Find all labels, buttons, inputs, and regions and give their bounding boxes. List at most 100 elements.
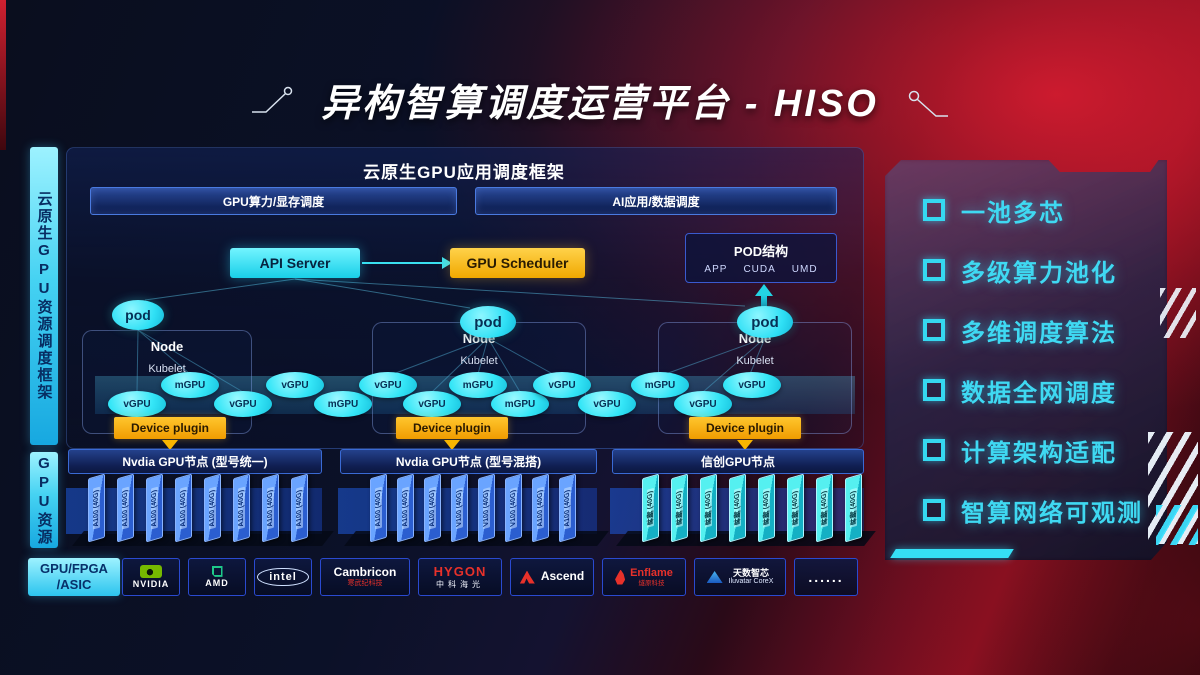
gpu-card: 昇腾 (40G) xyxy=(700,473,717,543)
left-edge-accent xyxy=(0,0,6,150)
vendor-name: NVIDIA xyxy=(132,578,170,589)
feature-item: 计算架构适配 xyxy=(923,433,1167,468)
gpu-card: 昇腾 (40G) xyxy=(642,473,659,543)
bullet-square-icon xyxy=(923,199,945,221)
gpu-slice-label: mGPU xyxy=(174,379,206,391)
gpu-card: 昇腾 (40G) xyxy=(671,473,688,543)
hardware-label-line1: GPU/FPGA xyxy=(40,560,108,576)
vendor-box: Ascend xyxy=(510,558,594,596)
kubelet-label: Kubelet xyxy=(736,355,774,367)
gpu-slice-label: vGPU xyxy=(738,379,766,391)
gpu-slice-ellipse: mGPU xyxy=(631,372,689,398)
vendor-box: HYGON 中科海光 xyxy=(418,558,502,596)
feature-text: 多维调度算法 xyxy=(961,319,1117,347)
vendor-logo-icon xyxy=(140,564,162,578)
feature-item: 数据全网调度 xyxy=(923,373,1167,408)
circuit-left-icon xyxy=(252,86,293,113)
gpu-slice-label: mGPU xyxy=(327,398,359,410)
gpu-card: 昇腾 (40G) xyxy=(758,473,775,543)
pod-structure-layers: APP CUDA UMD xyxy=(704,264,817,275)
api-server-box: API Server xyxy=(230,248,360,278)
device-plugin-3: Device plugin xyxy=(689,417,801,439)
feature-text: 计算架构适配 xyxy=(961,439,1117,467)
bullet-square-icon xyxy=(923,379,945,401)
stripe-decor-top xyxy=(1160,288,1196,338)
gpu-card: A100 (40G) xyxy=(424,473,441,543)
feature-item: 多维调度算法 xyxy=(923,313,1167,348)
panel-bottom-accent xyxy=(890,549,1014,558)
stripe-decor-cyan xyxy=(1156,505,1198,545)
vendor-subname: 寒武纪科技 xyxy=(347,579,383,587)
gpu-slice-ellipse: vGPU xyxy=(266,372,324,398)
pod-structure-title: POD结构 xyxy=(733,244,789,259)
gpu-card-stack-2: A100 (40G) A100 (40G) A100 (40G) V100 (40G)… xyxy=(370,473,576,543)
feature-text: 多级算力池化 xyxy=(961,259,1117,287)
gpu-card: A100 (40G) xyxy=(146,473,163,543)
gpu-slice-label: vGPU xyxy=(123,398,151,410)
gpu-slice-ellipse: vGPU xyxy=(578,391,636,417)
feature-text: 智算网络可观测 xyxy=(961,499,1143,527)
gpu-slice-label: vGPU xyxy=(374,379,402,391)
node-label: Node xyxy=(150,339,184,354)
page-title: 异构智算调度运营平台 - HISO xyxy=(321,83,879,125)
gpu-node-header-xinchuang: 信创GPU节点 xyxy=(612,449,864,474)
gpu-slice-ellipse: vGPU xyxy=(674,391,732,417)
gpu-card: A100 (40G) xyxy=(532,473,549,543)
gpu-node-header-mixed: Nvdia GPU节点 (型号混搭) xyxy=(340,449,597,474)
gpu-card: A100 (40G) xyxy=(204,473,221,543)
hardware-label-box: GPU/FPGA /ASIC xyxy=(28,558,120,596)
feature-item: 智算网络可观测 xyxy=(923,493,1167,528)
vendor-logo-icon xyxy=(519,570,535,584)
kubelet-label: Kubelet xyxy=(148,363,186,375)
vendor-box: 天数智芯 Iluvatar CoreX xyxy=(694,558,786,596)
feature-item: 一池多芯 xyxy=(923,193,1167,228)
feature-item: 多级算力池化 xyxy=(923,253,1167,288)
vendor-subname: 燧原科技 xyxy=(638,579,665,587)
gpu-slice-ellipse: vGPU xyxy=(723,372,781,398)
gpu-slice-ellipse: mGPU xyxy=(491,391,549,417)
vendor-subname: Iluvatar CoreX xyxy=(728,578,774,586)
gpu-card: A100 (40G) xyxy=(370,473,387,543)
gpu-slice-label: mGPU xyxy=(462,379,494,391)
framework-title: 云原生GPU应用调度框架 xyxy=(363,163,565,182)
kubelet-label: Kubelet xyxy=(460,355,498,367)
gpu-card: 昇腾 (40G) xyxy=(816,473,833,543)
feature-text: 数据全网调度 xyxy=(961,379,1117,407)
vendor-name: HYGON xyxy=(433,563,487,579)
gpu-slice-label: vGPU xyxy=(689,398,717,410)
bullet-square-icon xyxy=(923,259,945,281)
pod-ellipse-2: pod xyxy=(460,306,516,338)
gpu-slice-label: vGPU xyxy=(281,379,309,391)
lane-gpu-compute-scheduling: GPU算力/显存调度 xyxy=(90,187,457,215)
pod-up-arrow-stem xyxy=(761,295,767,309)
gpu-slice-label: vGPU xyxy=(548,379,576,391)
rail-cloud-native-gpu-framework: 云原生GPU资源调度框架 xyxy=(30,147,58,445)
lane-ai-app-data-scheduling: AI应用/数据调度 xyxy=(475,187,837,215)
vendor-box: Cambricon 寒武纪科技 xyxy=(320,558,410,596)
vendor-logo-icon xyxy=(211,565,223,577)
gpu-card: A100 (40G) xyxy=(291,473,308,543)
vendor-name: ...... xyxy=(808,568,844,585)
vendor-logo-icon xyxy=(615,569,626,585)
pod-structure-box: POD结构 APP CUDA UMD xyxy=(685,233,837,283)
gpu-card: A100 (40G) xyxy=(117,473,134,543)
bullet-square-icon xyxy=(923,499,945,521)
gpu-card: A100 (40G) xyxy=(262,473,279,543)
gpu-card: A100 (40G) xyxy=(559,473,576,543)
vendor-box: NVIDIA xyxy=(122,558,180,596)
rail-gpu-resources: GPU资源 xyxy=(30,452,58,548)
vendor-name: Cambricon xyxy=(333,565,397,580)
vendor-logo-icon xyxy=(706,571,723,583)
gpu-card: V100 (40G) xyxy=(505,473,522,543)
gpu-card: A100 (40G) xyxy=(175,473,192,543)
gpu-card-stack-3: 昇腾 (40G) 昇腾 (40G) 昇腾 (40G) 昇腾 (40G) 昇腾 (40G)… xyxy=(642,473,862,543)
gpu-card: V100 (40G) xyxy=(478,473,495,543)
vendor-box: AMD xyxy=(188,558,246,596)
gpu-slice-ellipse: vGPU xyxy=(214,391,272,417)
gpu-slice-ellipse: mGPU xyxy=(161,372,219,398)
card-band xyxy=(66,488,322,534)
gpu-slice-ellipse: vGPU xyxy=(403,391,461,417)
gpu-card: V100 (40G) xyxy=(451,473,468,543)
vendor-name: intel xyxy=(257,567,309,587)
